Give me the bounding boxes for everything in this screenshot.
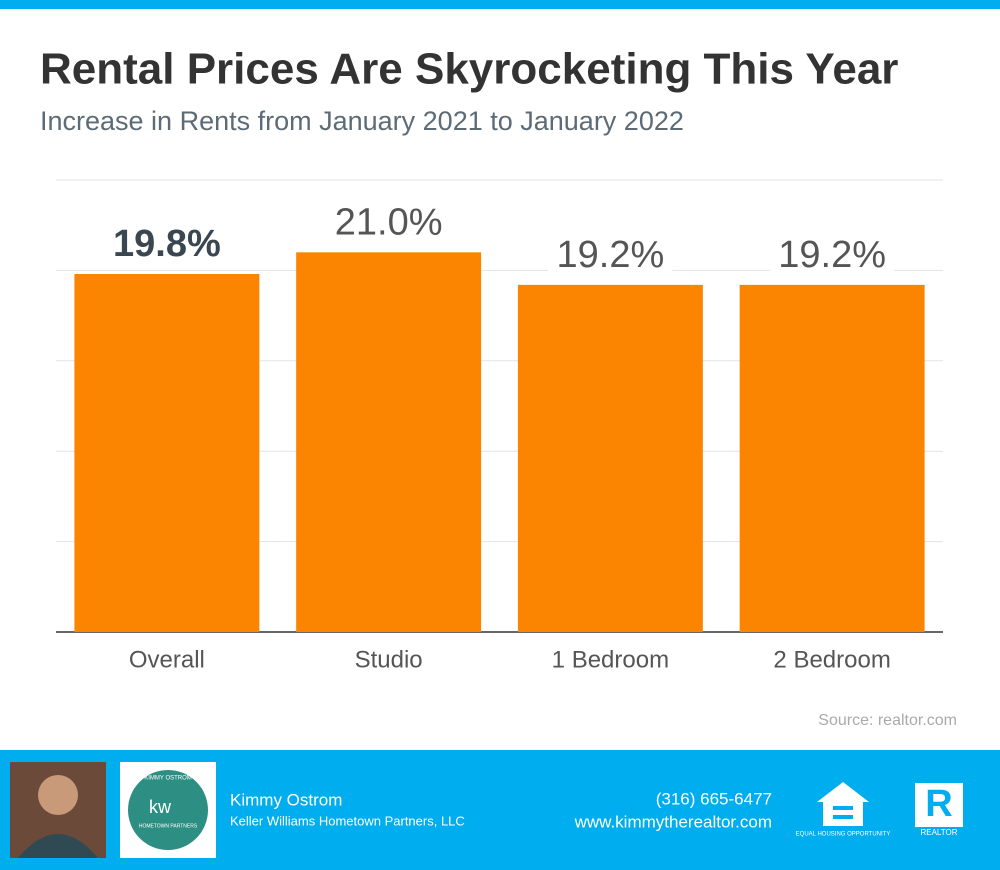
plot: Overall 19.8% Studio 21.0% 1 Bedroom 19.2% 2 B… <box>56 179 943 673</box>
kw-logo-mark: kw <box>149 797 172 817</box>
value-label-bg <box>548 236 673 277</box>
value-label-bg <box>326 204 451 245</box>
bar <box>296 252 482 632</box>
x-tick-label: 2 Bedroom <box>773 646 890 673</box>
kw-logo-ring: KIMMY OSTROM <box>144 776 192 782</box>
value-label: 19.2% <box>778 234 886 276</box>
realtor-box <box>915 783 963 827</box>
value-label: 19.8% <box>113 223 221 265</box>
bar <box>74 274 260 632</box>
photo-body <box>18 834 98 858</box>
equal-housing-bar <box>833 806 853 810</box>
chart-title: Rental Prices Are Skyrocketing This Year <box>40 45 898 94</box>
agent-name: Kimmy Ostrom <box>230 790 342 809</box>
bar <box>517 284 703 632</box>
realtor-text: REALTOR <box>920 828 957 837</box>
website: www.kimmytherealtor.com <box>574 812 772 831</box>
value-label: 19.2% <box>557 234 665 276</box>
equal-housing-icon <box>817 782 869 826</box>
top-stripe <box>0 0 1000 9</box>
x-tick-label: 1 Bedroom <box>552 646 669 673</box>
equal-housing-text: EQUAL HOUSING OPPORTUNITY <box>796 832 891 838</box>
kw-logo-circle <box>128 770 208 850</box>
value-label: 21.0% <box>335 201 443 243</box>
agent-company: Keller Williams Hometown Partners, LLC <box>230 813 465 828</box>
bar <box>739 284 925 632</box>
equal-housing-bar <box>833 815 853 819</box>
source: Source: realtor.com <box>818 712 957 729</box>
x-tick-label: Studio <box>355 646 423 673</box>
x-tick-label: Overall <box>129 646 205 673</box>
phone: (316) 665-6477 <box>656 789 772 808</box>
value-label-bg <box>104 226 229 267</box>
kw-logo-line: HOMETOWN PARTNERS <box>139 823 198 829</box>
chart-subtitle: Increase in Rents from January 2021 to J… <box>40 106 684 136</box>
realtor-mark: R <box>925 783 952 825</box>
photo-face <box>38 775 78 815</box>
value-label-bg <box>770 236 895 277</box>
